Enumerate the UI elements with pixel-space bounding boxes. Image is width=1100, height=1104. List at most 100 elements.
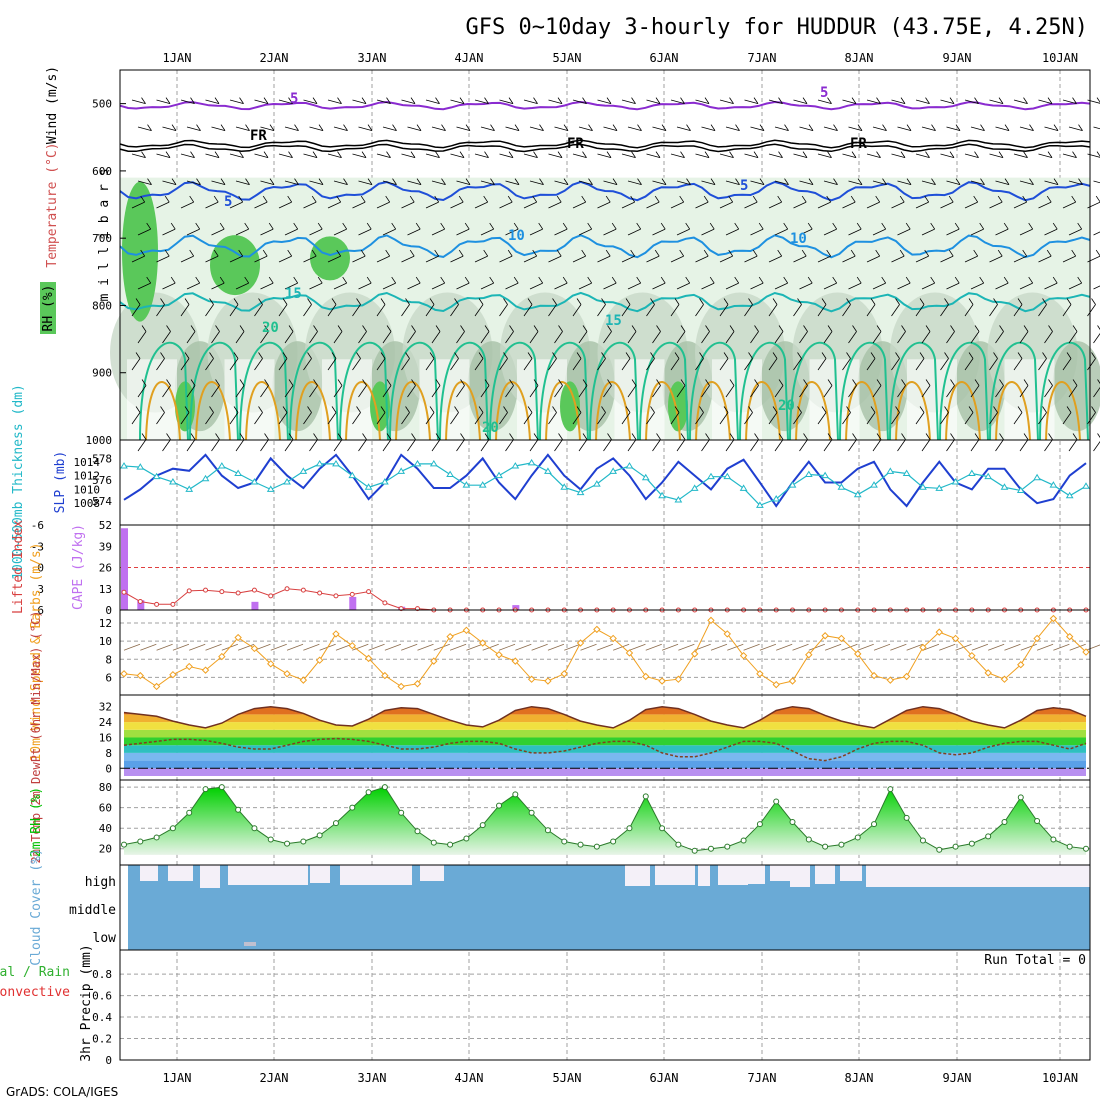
rh2m-point <box>562 839 567 844</box>
thickness-point <box>496 473 502 478</box>
rh2m-point <box>1018 795 1023 800</box>
li-point <box>187 589 191 593</box>
wind-barb <box>628 440 636 451</box>
wind10-point <box>692 651 698 657</box>
wind-barb <box>1094 283 1100 289</box>
wind-barb <box>824 440 832 451</box>
day-label-bottom: 5JAN <box>553 1071 582 1085</box>
wind10-barb <box>369 644 385 650</box>
day-label-bottom: 7JAN <box>748 1071 777 1085</box>
cape-axis-label: CAPE (J/kg) <box>71 524 86 610</box>
li-point <box>252 588 256 592</box>
wind-barb <box>163 440 171 451</box>
rh-fill-region <box>310 236 350 280</box>
thickness-point <box>219 463 225 468</box>
li-point <box>301 588 305 592</box>
wind10-point <box>887 677 893 683</box>
li-point <box>220 590 224 594</box>
rh2m-point <box>1035 819 1040 824</box>
rh2m-point <box>268 837 273 842</box>
wind-barb <box>1094 127 1100 131</box>
wind-barb <box>1045 440 1053 451</box>
li-point <box>367 590 371 594</box>
wind10-point <box>659 678 665 684</box>
wind10-barb <box>417 644 433 650</box>
slp-tick-label: 1014 <box>74 456 101 469</box>
wind-barb <box>138 440 146 451</box>
day-label-top: 5JAN <box>553 51 582 65</box>
cloud-gap <box>790 865 810 887</box>
rh2m-point <box>578 842 583 847</box>
rh2m-point <box>692 848 697 853</box>
wind10-point <box>545 678 551 684</box>
wind-axis-label: Wind (m/s) <box>45 66 60 144</box>
wind-barb <box>506 440 514 451</box>
rh2m-point <box>415 829 420 834</box>
rh2m-point <box>855 835 860 840</box>
cloud-tick-middle: middle <box>69 903 116 918</box>
thickness-point <box>1034 475 1040 480</box>
contour-label: 20 <box>778 398 795 414</box>
rh2m-point <box>187 810 192 815</box>
li-point <box>285 587 289 591</box>
y-tick-label: 6 <box>105 671 112 684</box>
rh2m-point <box>643 794 648 799</box>
cloud-axis-label: Cloud Cover (%) <box>29 848 44 965</box>
wind-barb <box>432 440 440 451</box>
wind10-barb <box>939 644 955 650</box>
day-label-bottom: 3JAN <box>358 1071 387 1085</box>
rh2m-point <box>350 805 355 810</box>
cloud-gap <box>840 865 862 881</box>
wind-barb <box>996 440 1004 451</box>
wind-barb <box>334 440 342 451</box>
thickness-point <box>887 468 893 473</box>
thickness-point <box>529 460 535 465</box>
wind10-barb <box>173 644 189 650</box>
thickness-point <box>447 472 453 477</box>
wind-barb <box>604 440 612 451</box>
wind-barb <box>1096 196 1100 202</box>
wind10-barb <box>972 644 988 650</box>
wind-barb <box>873 440 881 451</box>
slp-series-line <box>124 455 1086 506</box>
wind10-barb <box>890 644 906 650</box>
li-tick-label: -6 <box>31 519 44 532</box>
rh-fill-region <box>127 359 177 440</box>
y-tick-label: 12 <box>99 617 112 630</box>
legend-total-rain: Total / Rain <box>0 965 70 980</box>
cape-bar <box>251 602 258 610</box>
y-tick-label: 8 <box>105 747 112 760</box>
rh2m-point <box>529 810 534 815</box>
wind10-point <box>186 664 192 670</box>
wind10-point <box>643 674 649 680</box>
contour-label: 20 <box>482 420 499 436</box>
rh2m-point <box>594 844 599 849</box>
rh2m-point <box>333 821 338 826</box>
panel-frame-precip <box>120 950 1090 1060</box>
rh2m-point <box>627 826 632 831</box>
cloud-gap <box>815 865 835 884</box>
wind-barb <box>922 440 930 451</box>
rh2m-point <box>725 844 730 849</box>
wind10-barb <box>124 644 140 650</box>
rh2m-point <box>904 815 909 820</box>
y-tick-label: 0.4 <box>92 1011 112 1024</box>
cloud-gap <box>420 865 444 881</box>
wind10-barb <box>1021 644 1037 650</box>
wind10-barb <box>1053 644 1069 650</box>
wind-barb <box>359 440 367 451</box>
y-tick-label: 0 <box>105 1054 112 1067</box>
cloud-gap <box>698 865 710 886</box>
thickness-point <box>284 479 290 484</box>
rh2m-point <box>431 840 436 845</box>
cape-tick-label: 13 <box>99 583 112 596</box>
chart-title: GFS 0~10day 3-hourly for HUDDUR (43.75E,… <box>465 15 1088 40</box>
wind-barb <box>947 440 955 451</box>
rh2m-point <box>236 807 241 812</box>
wind10-barb <box>548 644 564 650</box>
wind10-barb <box>858 644 874 650</box>
wind10-barb <box>1037 644 1053 650</box>
contour-label: FR <box>567 136 584 152</box>
y-tick-label: 60 <box>99 802 112 815</box>
